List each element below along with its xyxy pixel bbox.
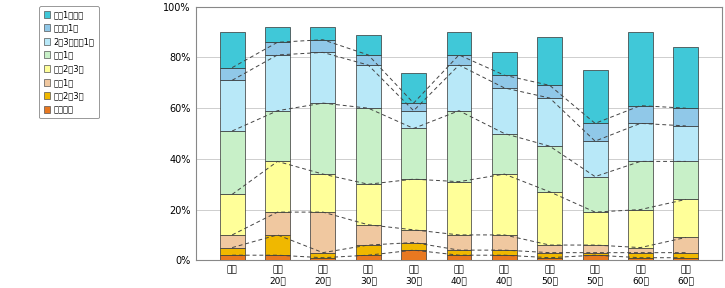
Bar [583,255,608,260]
Bar [220,32,244,68]
Bar [220,248,244,255]
Bar [583,123,608,141]
Bar [310,253,336,258]
Bar [628,248,653,253]
Bar [674,258,698,260]
Bar [220,194,244,235]
Bar [356,35,381,55]
Bar [401,103,426,111]
Bar [583,212,608,245]
Bar [265,255,290,260]
Bar [492,134,517,174]
Bar [265,42,290,55]
Bar [583,70,608,123]
Bar [265,55,290,111]
Bar [583,245,608,253]
Bar [265,27,290,42]
Bar [674,253,698,258]
Bar [356,65,381,108]
Bar [537,98,562,146]
Bar [401,73,426,103]
Bar [356,255,381,260]
Bar [310,258,336,260]
Bar [310,40,336,52]
Bar [492,88,517,134]
Bar [628,123,653,161]
Bar [492,52,517,75]
Legend: 年に1回以下, 半年に1回, 2〜3カ月に1回, 月に1回, 月に2〜3回, 週に1回, 週に2〜3回, ほぼ毎日: 年に1回以下, 半年に1回, 2〜3カ月に1回, 月に1回, 月に2〜3回, 週… [39,6,99,118]
Bar [492,75,517,88]
Bar [447,32,471,55]
Bar [674,161,698,199]
Bar [537,192,562,245]
Bar [220,235,244,248]
Bar [583,141,608,177]
Bar [310,174,336,212]
Bar [447,111,471,182]
Bar [401,230,426,242]
Bar [401,111,426,128]
Bar [674,108,698,126]
Bar [401,242,426,250]
Bar [492,174,517,235]
Bar [537,258,562,260]
Bar [628,253,653,258]
Bar [401,128,426,179]
Bar [401,250,426,260]
Bar [310,103,336,174]
Bar [265,212,290,235]
Bar [674,126,698,161]
Bar [537,37,562,85]
Bar [583,177,608,212]
Bar [492,255,517,260]
Bar [628,106,653,123]
Bar [537,245,562,253]
Bar [628,258,653,260]
Bar [401,179,426,230]
Bar [310,27,336,40]
Bar [447,55,471,65]
Bar [674,47,698,108]
Bar [356,108,381,184]
Bar [628,32,653,106]
Bar [628,161,653,210]
Bar [447,235,471,250]
Bar [492,250,517,255]
Bar [537,253,562,258]
Bar [310,52,336,103]
Bar [265,161,290,212]
Bar [447,65,471,111]
Bar [356,184,381,225]
Bar [674,237,698,253]
Bar [447,182,471,235]
Bar [537,85,562,98]
Bar [356,225,381,245]
Bar [265,235,290,255]
Bar [356,55,381,65]
Bar [310,212,336,253]
Bar [447,250,471,255]
Bar [628,210,653,248]
Bar [492,235,517,250]
Bar [447,255,471,260]
Bar [220,255,244,260]
Bar [583,253,608,255]
Bar [265,111,290,161]
Bar [674,199,698,237]
Bar [537,146,562,192]
Bar [220,80,244,131]
Bar [220,131,244,194]
Bar [220,68,244,80]
Bar [356,245,381,255]
